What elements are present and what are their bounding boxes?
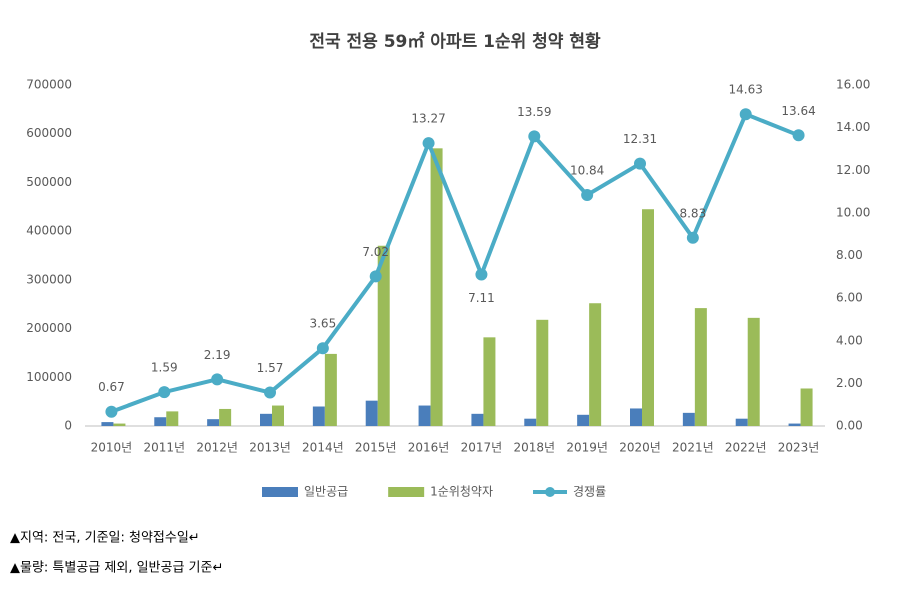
x-tick-label: 2019년 xyxy=(566,441,608,455)
line-point xyxy=(211,373,224,386)
x-tick-label: 2020년 xyxy=(619,441,661,455)
bar xyxy=(483,337,496,426)
data-label: 2.19 xyxy=(204,348,231,362)
line-point xyxy=(105,405,118,418)
legend-label: 일반공급 xyxy=(304,485,348,499)
bar xyxy=(747,317,760,426)
data-label: 8.83 xyxy=(679,206,706,220)
x-tick-label: 2021년 xyxy=(672,441,714,455)
data-label: 13.27 xyxy=(411,112,445,126)
legend-swatch xyxy=(262,487,298,497)
bar xyxy=(430,148,443,427)
x-tick-label: 2011년 xyxy=(143,441,185,455)
line-point xyxy=(316,342,329,355)
y-tick-label: 700000 xyxy=(26,78,72,92)
y2-tick-label: 6.00 xyxy=(836,291,863,305)
x-tick-label: 2013년 xyxy=(249,441,291,455)
x-tick-label: 2023년 xyxy=(778,441,820,455)
y-tick-label: 0 xyxy=(64,419,72,433)
line-point xyxy=(369,270,382,283)
bar xyxy=(166,411,179,426)
line-point xyxy=(739,108,752,121)
x-tick-label: 2010년 xyxy=(91,441,133,455)
bar xyxy=(272,405,284,426)
bar xyxy=(219,408,232,426)
bar xyxy=(113,423,126,426)
bar xyxy=(536,319,549,426)
y2-tick-label: 0.00 xyxy=(836,419,863,433)
bar xyxy=(365,400,378,426)
bar xyxy=(524,418,537,426)
y2-tick-label: 10.00 xyxy=(836,205,870,219)
data-label: 3.65 xyxy=(309,317,336,331)
y2-tick-label: 14.00 xyxy=(836,120,870,134)
x-tick-label: 2017년 xyxy=(461,441,503,455)
y2-tick-label: 4.00 xyxy=(836,333,863,347)
bar xyxy=(577,414,590,426)
data-label: 1.57 xyxy=(257,361,284,375)
bar xyxy=(207,419,220,426)
bar xyxy=(694,308,707,426)
data-label: 7.02 xyxy=(362,245,389,259)
bar xyxy=(260,413,272,426)
data-label: 0.67 xyxy=(98,380,125,394)
bar xyxy=(312,406,325,426)
y2-tick-label: 8.00 xyxy=(836,248,863,262)
data-label: 13.59 xyxy=(517,105,551,119)
y-tick-label: 100000 xyxy=(26,370,72,384)
note: ▲물량: 특별공급 제외, 일반공급 기준↵ xyxy=(10,561,223,576)
bar xyxy=(154,417,167,426)
data-label: 14.63 xyxy=(729,83,763,97)
line-point xyxy=(581,188,594,201)
legend-label: 경쟁률 xyxy=(573,485,606,499)
y-tick-label: 600000 xyxy=(26,126,72,140)
line-point xyxy=(686,231,699,244)
line-point xyxy=(528,130,541,143)
line-point xyxy=(475,268,488,281)
bar xyxy=(471,413,484,426)
legend-swatch xyxy=(388,487,425,497)
bar xyxy=(735,418,748,426)
line-point xyxy=(264,386,276,399)
bar xyxy=(418,405,431,426)
y-tick-label: 500000 xyxy=(26,175,72,189)
bar xyxy=(800,388,813,426)
bar xyxy=(324,353,337,426)
x-tick-label: 2012년 xyxy=(196,441,238,455)
bar xyxy=(682,412,695,426)
x-tick-label: 2015년 xyxy=(355,441,397,455)
x-tick-label: 2022년 xyxy=(725,441,767,455)
y-tick-label: 400000 xyxy=(26,224,72,238)
x-tick-label: 2018년 xyxy=(513,441,555,455)
line-point xyxy=(422,137,435,150)
bar xyxy=(377,245,390,426)
bar xyxy=(589,303,602,426)
bar xyxy=(788,423,801,426)
chart-title: 전국 전용 59㎡ 아파트 1순위 청약 현황 xyxy=(309,31,601,52)
legend-swatch xyxy=(545,487,556,497)
data-label: 1.59 xyxy=(151,361,178,375)
data-label: 12.31 xyxy=(623,132,657,146)
x-tick-label: 2016년 xyxy=(408,441,450,455)
y-tick-label: 200000 xyxy=(26,321,72,335)
data-label: 10.84 xyxy=(570,163,604,177)
note: ▲지역: 전국, 기준일: 청약접수일↵ xyxy=(10,531,200,546)
data-label: 13.64 xyxy=(781,104,815,118)
y-tick-label: 300000 xyxy=(26,272,72,286)
line xyxy=(110,111,800,414)
y2-tick-label: 2.00 xyxy=(836,376,863,390)
line-point xyxy=(158,386,171,399)
bar xyxy=(101,422,114,426)
x-tick-label: 2014년 xyxy=(302,441,344,455)
y2-tick-label: 16.00 xyxy=(836,78,870,92)
data-label: 7.11 xyxy=(468,291,495,305)
y2-tick-label: 12.00 xyxy=(836,163,870,177)
legend-label: 1순위청약자 xyxy=(430,484,493,499)
bar xyxy=(630,408,642,426)
line-point xyxy=(792,129,805,142)
line-point xyxy=(634,157,646,170)
bar xyxy=(642,209,654,426)
